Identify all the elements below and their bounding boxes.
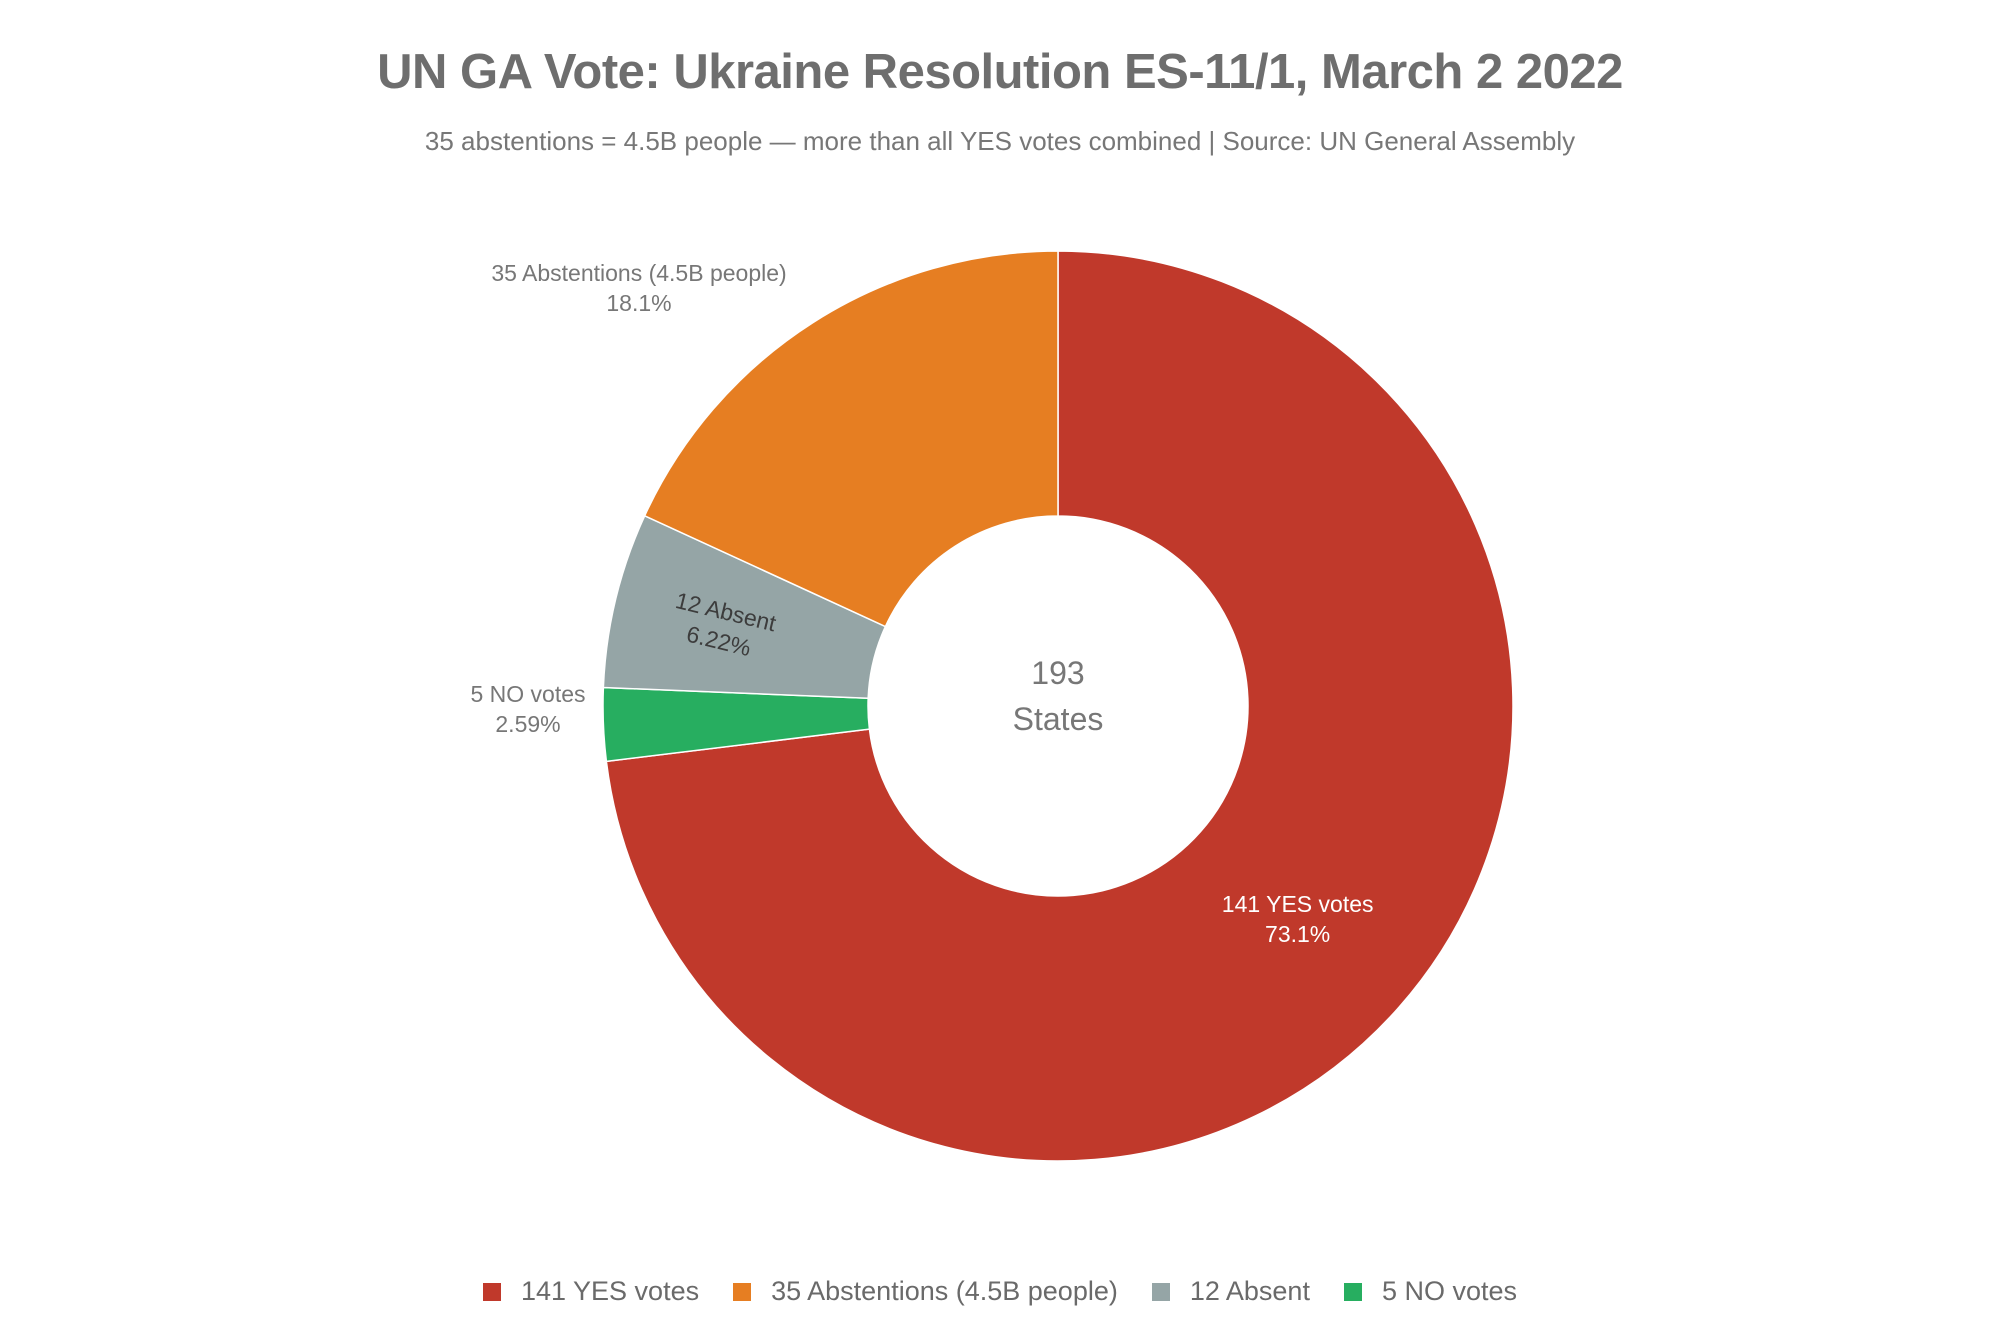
center-total-value: 193 <box>1031 655 1084 691</box>
slice-label-5-no-votes: 5 NO votes 2.59% <box>470 681 585 737</box>
legend-label: 5 NO votes <box>1381 1276 1518 1306</box>
legend-swatch <box>1343 1282 1362 1301</box>
legend-swatch <box>482 1282 501 1301</box>
legend-swatch <box>733 1282 752 1301</box>
legend-item-5-no-votes[interactable]: 5 NO votes <box>1343 1276 1518 1307</box>
legend-item-12-absent[interactable]: 12 Absent <box>1151 1276 1310 1307</box>
slice-label-141-yes-votes: 141 YES votes 73.1% <box>1222 891 1374 947</box>
center-total-label: States <box>1013 701 1104 737</box>
chart-subtitle: 35 abstentions = 4.5B people — more than… <box>424 126 1576 156</box>
legend-item-141-yes-votes[interactable]: 141 YES votes <box>482 1276 700 1307</box>
slice-35-abstentions-4-5b-people[interactable] <box>643 250 1059 628</box>
slice-label-35-abstentions-4-5b-people: 35 Abstentions (4.5B people) 18.1% <box>491 260 786 316</box>
slice-141-yes-votes[interactable] <box>605 250 1514 1162</box>
legend-item-35-abstentions-4-5b-people[interactable]: 35 Abstentions (4.5B people) <box>733 1276 1118 1307</box>
legend-label: 35 Abstentions (4.5B people) <box>771 1276 1118 1306</box>
legend-swatch <box>1151 1282 1170 1301</box>
legend-label: 141 YES votes <box>520 1276 700 1306</box>
chart-title: UN GA Vote: Ukraine Resolution ES-11/1, … <box>377 45 1623 99</box>
legend: 141 YES votes 35 Abstentions (4.5B people… <box>0 1276 2000 1307</box>
legend-label: 12 Absent <box>1189 1276 1310 1306</box>
donut-slices <box>602 250 1514 1162</box>
